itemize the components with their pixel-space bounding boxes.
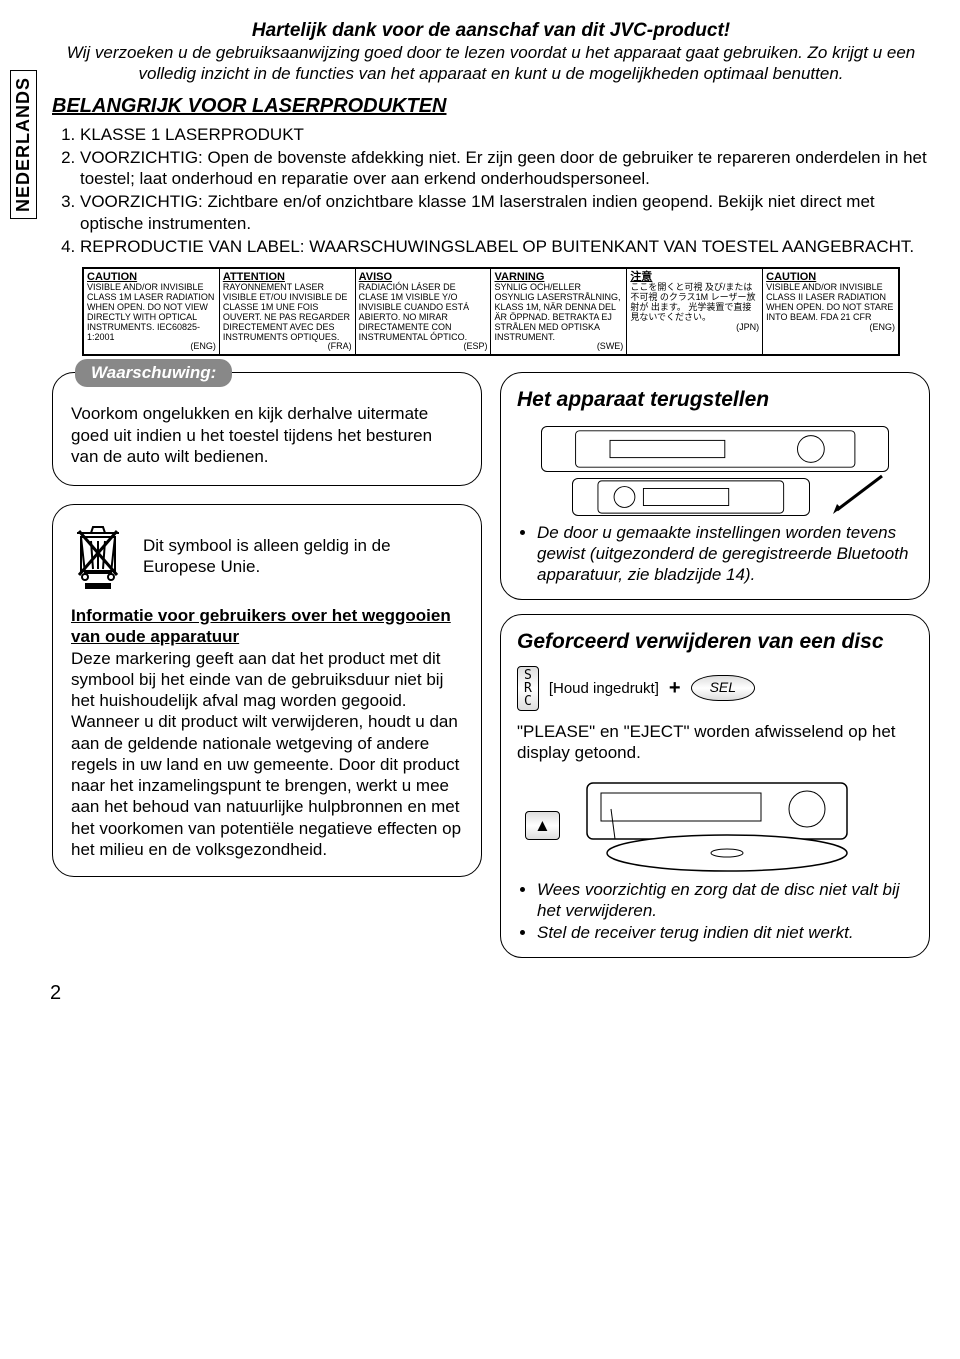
caution-body: RAYONNEMENT LASER VISIBLE ET/OU INVISIBL… — [223, 283, 352, 342]
intro-line-1: Wij verzoeken u de gebruiksaanwijzing go… — [52, 42, 930, 63]
caution-col: CAUTION VISIBLE AND/OR INVISIBLE CLASS I… — [763, 269, 898, 354]
weee-symbol-note: Dit symbool is alleen geldig in de Europ… — [143, 535, 463, 578]
eject-msg: "PLEASE" en "EJECT" worden afwisselend o… — [517, 721, 913, 764]
laser-item: VOORZICHTIG: Zichtbare en/of onzichtbare… — [80, 191, 930, 234]
sel-button: SEL — [691, 675, 755, 701]
weee-icon — [71, 521, 125, 591]
caution-body: SYNLIG OCH/ELLER OSYNLIG LASERSTRÅLNING,… — [494, 283, 623, 342]
hold-label: [Houd ingedrukt] — [549, 680, 659, 697]
caution-lang: (SWE) — [494, 342, 623, 352]
eject-bullet: Stel de receiver terug indien dit niet w… — [537, 922, 913, 943]
reset-box: Het apparaat terugstellen — [500, 372, 930, 600]
eject-box: Geforceerd verwijderen van een disc S R … — [500, 614, 930, 958]
reset-title: Het apparaat terugstellen — [517, 387, 913, 413]
intro-block: Hartelijk dank voor de aanschaf van dit … — [52, 20, 930, 85]
caution-body: ここを開くと可視 及び/または不可視 のクラス1M レーザー放射が 出ます。 光… — [630, 283, 759, 323]
caution-lang: (ENG) — [87, 342, 216, 352]
weee-body: Deze markering geeft aan dat het product… — [71, 648, 463, 861]
caution-label-table: CAUTION VISIBLE AND/OR INVISIBLE CLASS 1… — [82, 267, 900, 356]
plus-icon: + — [669, 676, 681, 701]
pen-icon — [827, 470, 897, 520]
language-tab: NEDERLANDS — [10, 70, 37, 219]
caution-lang: (FRA) — [223, 342, 352, 352]
eject-title: Geforceerd verwijderen van een disc — [517, 629, 913, 655]
weee-subtitle: Informatie voor gebruikers over het wegg… — [71, 605, 463, 648]
caution-col: AVISO RADIACIÓN LÁSER DE CLASE 1M VISIBL… — [356, 269, 492, 354]
thanks-line: Hartelijk dank voor de aanschaf van dit … — [52, 20, 930, 42]
laser-list: KLASSE 1 LASERPRODUKT VOORZICHTIG: Open … — [80, 124, 930, 258]
intro-line-2: volledig inzicht in de functies van het … — [52, 63, 930, 84]
eject-diagram: ▲ — [517, 769, 913, 879]
caution-body: RADIACIÓN LÁSER DE CLASE 1M VISIBLE Y/O … — [359, 283, 488, 342]
weee-box: Dit symbool is alleen geldig in de Europ… — [52, 504, 482, 877]
eject-bullet: Wees voorzichtig en zorg dat de disc nie… — [537, 879, 913, 922]
reset-diagram — [517, 422, 913, 518]
caution-body: VISIBLE AND/OR INVISIBLE CLASS 1M LASER … — [87, 283, 216, 342]
caution-col: 注意 ここを開くと可視 及び/または不可視 のクラス1M レーザー放射が 出ます… — [627, 269, 763, 354]
laser-title: BELANGRIJK VOOR LASERPRODUKTEN — [52, 95, 930, 118]
caution-col: CAUTION VISIBLE AND/OR INVISIBLE CLASS 1… — [84, 269, 220, 354]
warning-box: Waarschuwing: Voorkom ongelukken en kijk… — [52, 372, 482, 486]
warning-body: Voorkom ongelukken en kijk derhalve uite… — [71, 403, 463, 467]
laser-item: VOORZICHTIG: Open de bovenste afdekking … — [80, 147, 930, 190]
caution-col: ATTENTION RAYONNEMENT LASER VISIBLE ET/O… — [220, 269, 356, 354]
eject-button-icon: ▲ — [525, 811, 560, 840]
caution-body: VISIBLE AND/OR INVISIBLE CLASS II LASER … — [766, 283, 895, 323]
caution-lang: (ESP) — [359, 342, 488, 352]
caution-lang: (JPN) — [630, 323, 759, 333]
caution-col: VARNING SYNLIG OCH/ELLER OSYNLIG LASERST… — [491, 269, 627, 354]
src-button: S R C — [517, 666, 539, 711]
page-number: 2 — [50, 982, 930, 1005]
warning-tab: Waarschuwing: — [75, 359, 232, 387]
laser-item: KLASSE 1 LASERPRODUKT — [80, 124, 930, 145]
laser-item: REPRODUCTIE VAN LABEL: WAARSCHUWINGSLABE… — [80, 236, 930, 257]
caution-lang: (ENG) — [766, 323, 895, 333]
reset-bullet: De door u gemaakte instellingen worden t… — [537, 522, 913, 586]
